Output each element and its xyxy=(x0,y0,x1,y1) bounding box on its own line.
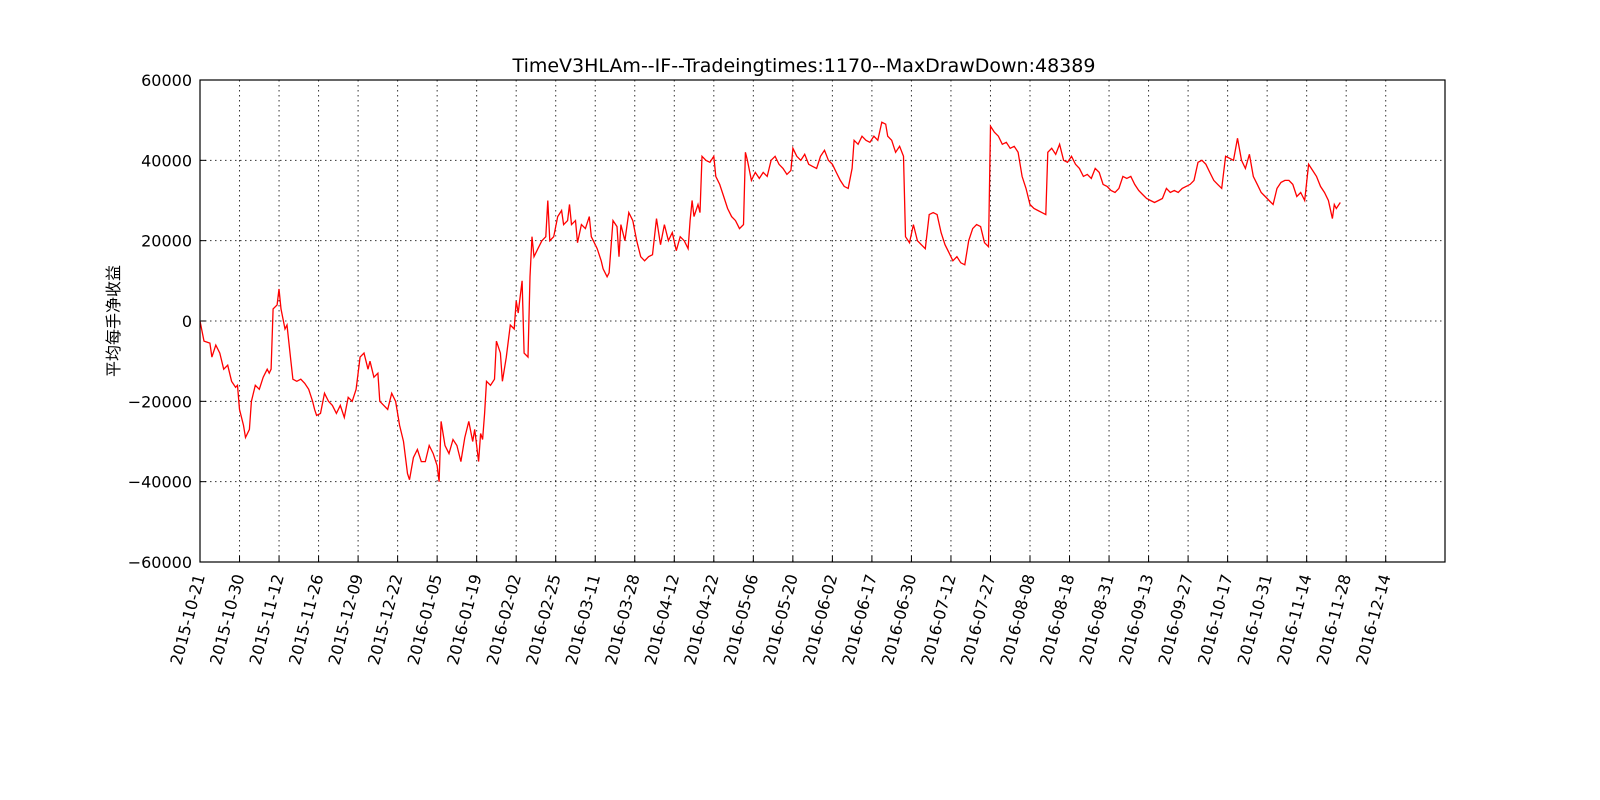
x-tick-label: 2015-11-26 xyxy=(285,572,327,667)
x-tick-label: 2016-09-27 xyxy=(1155,572,1197,667)
x-tick-label: 2016-05-20 xyxy=(759,572,801,667)
x-axis: 2015-10-212015-10-302015-11-122015-11-26… xyxy=(166,556,1395,667)
x-tick-label: 2016-08-31 xyxy=(1075,572,1117,667)
x-tick-label: 2016-09-13 xyxy=(1115,572,1157,667)
y-axis: 60000 40000 20000 0 −20000 −40000 −60000 xyxy=(128,71,206,572)
x-tick-label: 2016-07-27 xyxy=(957,572,999,667)
x-tick-label: 2016-02-25 xyxy=(522,572,564,667)
y-tick-label: −60000 xyxy=(128,553,192,572)
y-tick-label: −20000 xyxy=(128,392,192,411)
x-tick-label: 2016-01-19 xyxy=(443,572,485,667)
chart-title: TimeV3HLAm--IF--Tradeingtimes:1170--MaxD… xyxy=(512,55,1096,77)
x-tick-label: 2015-10-21 xyxy=(166,572,208,667)
x-tick-label: 2016-12-14 xyxy=(1352,572,1394,667)
y-tick-label: 40000 xyxy=(141,151,192,170)
x-tick-label: 2016-06-17 xyxy=(838,572,880,667)
y-tick-label: −40000 xyxy=(128,473,192,492)
x-tick-label: 2016-06-30 xyxy=(878,572,920,667)
x-tick-label: 2016-11-14 xyxy=(1273,572,1315,667)
y-axis-label: 平均每手净收益 xyxy=(104,265,123,377)
x-tick-label: 2016-10-31 xyxy=(1234,572,1276,667)
x-tick-label: 2016-01-05 xyxy=(404,572,446,667)
x-tick-label: 2016-03-11 xyxy=(562,572,604,667)
x-tick-label: 2016-05-06 xyxy=(720,572,762,667)
y-tick-label: 60000 xyxy=(141,71,192,90)
x-tick-label: 2015-12-22 xyxy=(364,572,406,667)
x-tick-label: 2016-11-28 xyxy=(1313,572,1355,667)
y-tick-label: 20000 xyxy=(141,232,192,251)
series-line xyxy=(199,121,1341,482)
x-tick-label: 2015-12-09 xyxy=(325,572,367,667)
x-tick-label: 2016-08-18 xyxy=(1036,572,1078,667)
x-tick-label: 2016-10-17 xyxy=(1194,572,1236,667)
series-group xyxy=(199,121,1341,482)
x-tick-label: 2015-10-30 xyxy=(206,572,248,667)
x-tick-label: 2016-06-02 xyxy=(799,572,841,667)
x-tick-label: 2016-08-08 xyxy=(996,572,1038,667)
y-tick-label: 0 xyxy=(182,312,192,331)
x-tick-label: 2016-04-12 xyxy=(641,572,683,667)
x-tick-label: 2016-02-02 xyxy=(483,572,525,667)
x-tick-label: 2016-04-22 xyxy=(680,572,722,667)
x-tick-label: 2016-07-12 xyxy=(917,572,959,667)
x-tick-label: 2015-11-12 xyxy=(245,572,287,667)
x-tick-label: 2016-03-28 xyxy=(601,572,643,667)
